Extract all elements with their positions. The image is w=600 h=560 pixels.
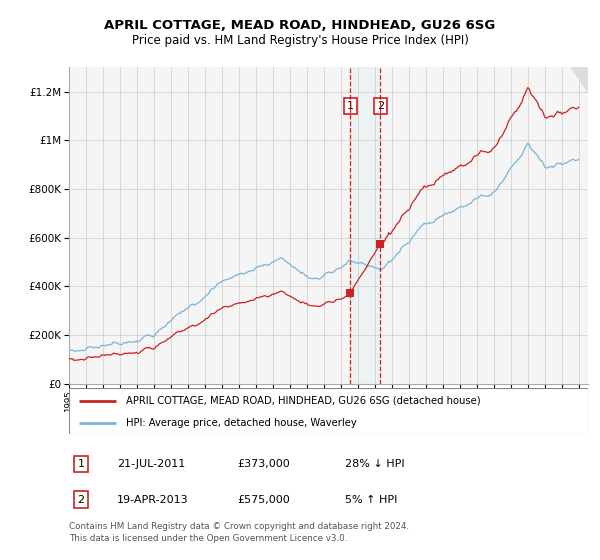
Bar	[350, 67, 380, 384]
Text: 28% ↓ HPI: 28% ↓ HPI	[345, 459, 404, 469]
Text: 2: 2	[377, 101, 384, 111]
Text: 1: 1	[77, 459, 85, 469]
Text: 2: 2	[77, 494, 85, 505]
Text: 1: 1	[347, 101, 354, 111]
Text: 21-JUL-2011: 21-JUL-2011	[117, 459, 185, 469]
Text: Price paid vs. HM Land Registry's House Price Index (HPI): Price paid vs. HM Land Registry's House …	[131, 34, 469, 47]
Text: APRIL COTTAGE, MEAD ROAD, HINDHEAD, GU26 6SG: APRIL COTTAGE, MEAD ROAD, HINDHEAD, GU26…	[104, 18, 496, 32]
Text: HPI: Average price, detached house, Waverley: HPI: Average price, detached house, Wave…	[126, 418, 357, 427]
Text: £575,000: £575,000	[237, 494, 290, 505]
Text: £373,000: £373,000	[237, 459, 290, 469]
Text: APRIL COTTAGE, MEAD ROAD, HINDHEAD, GU26 6SG (detached house): APRIL COTTAGE, MEAD ROAD, HINDHEAD, GU26…	[126, 396, 481, 406]
Text: This data is licensed under the Open Government Licence v3.0.: This data is licensed under the Open Gov…	[69, 534, 347, 543]
Polygon shape	[571, 67, 588, 91]
Text: 19-APR-2013: 19-APR-2013	[117, 494, 188, 505]
Text: 5% ↑ HPI: 5% ↑ HPI	[345, 494, 397, 505]
Text: Contains HM Land Registry data © Crown copyright and database right 2024.: Contains HM Land Registry data © Crown c…	[69, 522, 409, 531]
